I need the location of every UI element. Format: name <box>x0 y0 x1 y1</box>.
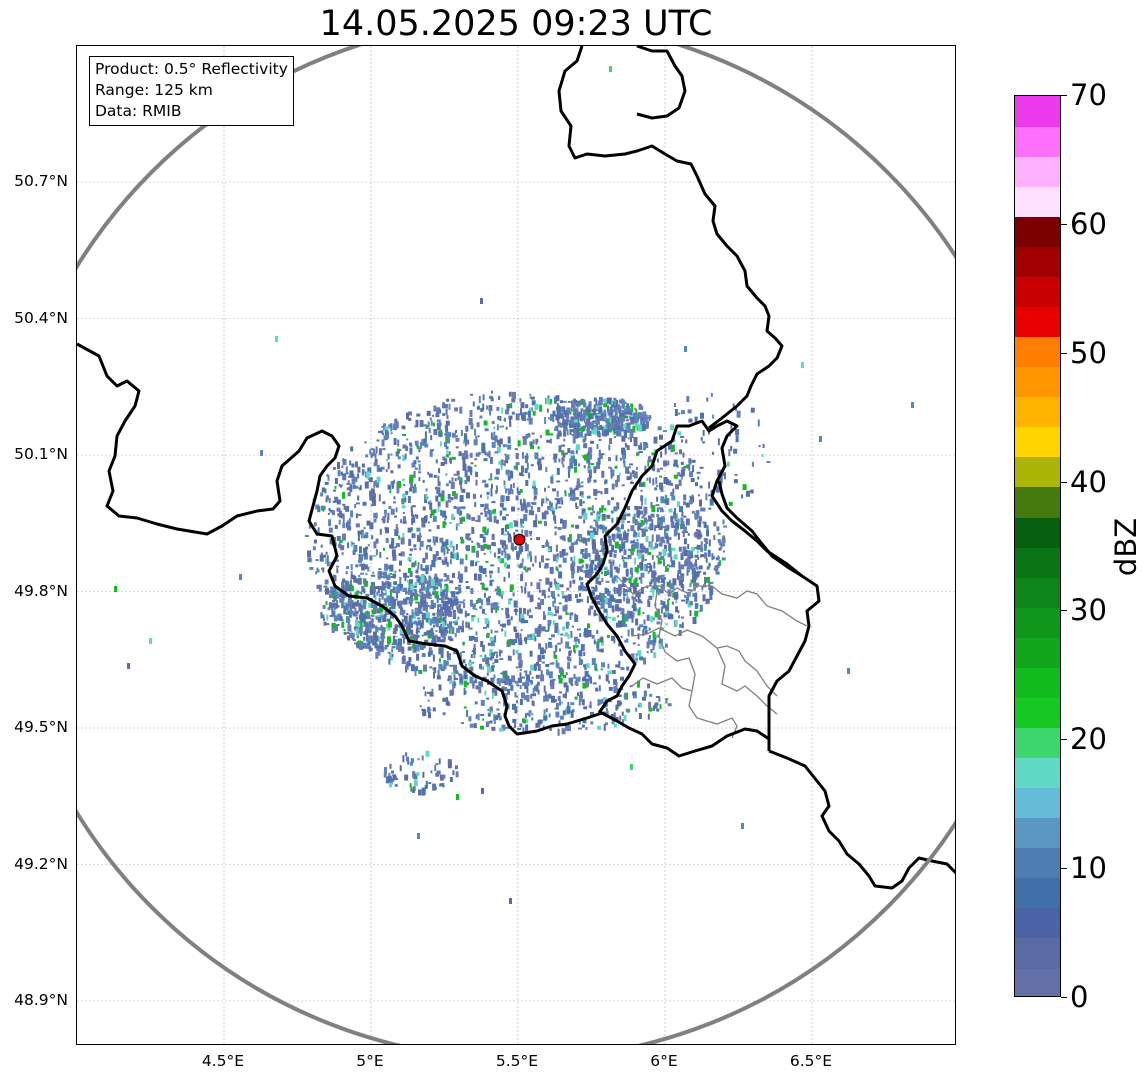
colorbar <box>1014 95 1061 997</box>
colorbar-tick-mark <box>1061 352 1067 354</box>
border-belgium-france <box>77 342 771 758</box>
colorbar-tick-mark <box>1061 610 1067 612</box>
border-belgium-germany <box>557 46 784 430</box>
colorbar-segment <box>1015 216 1060 247</box>
country-borders <box>77 46 955 890</box>
border-netherlands-germany <box>636 46 687 120</box>
colorbar-segment <box>1015 607 1060 638</box>
colorbar-segment <box>1015 577 1060 608</box>
colorbar-segment <box>1015 637 1060 668</box>
colorbar-tick-label: 10 <box>1070 851 1107 886</box>
info-data-source: Data: RMIB <box>95 102 182 120</box>
colorbar-segment <box>1015 246 1060 277</box>
lat-tick-label: 50.1°N <box>14 445 68 463</box>
colorbar-tick-label: 0 <box>1070 980 1089 1014</box>
gridlines <box>77 46 955 1044</box>
colorbar-tick-label: 60 <box>1070 206 1107 241</box>
colorbar-segment <box>1015 156 1060 187</box>
colorbar-segment <box>1015 727 1060 759</box>
lat-tick-label: 49.2°N <box>14 854 68 873</box>
colorbar-segment <box>1015 907 1060 939</box>
lat-tick-label: 50.7°N <box>14 172 68 190</box>
lat-tick-label: 50.4°N <box>14 308 68 327</box>
colorbar-segment <box>1015 336 1060 368</box>
colorbar-segment <box>1015 516 1060 548</box>
border-luxembourg-west <box>585 419 821 751</box>
colorbar-segment <box>1015 967 1060 996</box>
district-boundary-luxembourg-north <box>654 590 738 739</box>
district-boundary-luxembourg-west <box>616 575 808 627</box>
colorbar-segment <box>1015 847 1060 879</box>
colorbar-tick-mark <box>1061 223 1067 225</box>
colorbar-segment <box>1015 937 1060 969</box>
colorbar-label: dBZ <box>1109 517 1143 577</box>
colorbar-segment <box>1015 456 1060 488</box>
district-boundary-luxembourg-south <box>631 677 693 692</box>
colorbar-tick-mark <box>1061 997 1067 998</box>
border-germany-france <box>768 749 955 890</box>
colorbar-segment <box>1015 396 1060 428</box>
radar-map[interactable] <box>76 45 956 1045</box>
reflectivity-echoes <box>114 66 914 904</box>
border-germany-luxembourg <box>717 480 803 578</box>
range-ring <box>77 46 955 1044</box>
colorbar-segment <box>1015 547 1060 578</box>
colorbar-segment <box>1015 366 1060 398</box>
colorbar-segment <box>1015 667 1060 698</box>
colorbar-tick-label: 50 <box>1070 335 1107 370</box>
colorbar-segment <box>1015 96 1060 127</box>
colorbar-segment <box>1015 787 1060 819</box>
colorbar-segment <box>1015 877 1060 909</box>
colorbar-tick-label: 30 <box>1070 593 1107 628</box>
colorbar-segment <box>1015 757 1060 789</box>
district-boundary-luxembourg-east <box>716 647 778 715</box>
colorbar-tick-label: 40 <box>1070 464 1107 499</box>
colorbar-segment <box>1015 306 1060 338</box>
lon-tick-label: 6°E <box>650 1052 678 1070</box>
lon-tick-label: 6.5°E <box>789 1052 833 1070</box>
info-range: Range: 125 km <box>95 81 213 99</box>
colorbar-segment <box>1015 486 1060 518</box>
info-box: Product: 0.5° Reflectivity Range: 125 km… <box>89 56 294 126</box>
map-canvas <box>77 46 955 1044</box>
lat-tick-label: 49.5°N <box>14 718 68 736</box>
lon-tick-label: 5°E <box>356 1052 384 1070</box>
colorbar-segment <box>1015 186 1060 217</box>
colorbar-tick-label: 70 <box>1070 78 1107 112</box>
lat-tick-label: 48.9°N <box>14 991 68 1009</box>
colorbar-tick-label: 20 <box>1070 722 1107 757</box>
colorbar-segment <box>1015 697 1060 728</box>
colorbar-segment <box>1015 276 1060 308</box>
colorbar-segment <box>1015 426 1060 458</box>
lat-tick-label: 49.8°N <box>14 581 68 600</box>
lon-tick-label: 5.5°E <box>495 1052 539 1070</box>
district-boundaries <box>616 575 808 739</box>
radar-site-marker[interactable] <box>513 533 526 546</box>
colorbar-tick-mark <box>1061 481 1067 483</box>
lon-tick-label: 4.5°E <box>201 1052 245 1070</box>
colorbar-tick-mark <box>1061 95 1067 96</box>
colorbar-tick-mark <box>1061 868 1067 870</box>
colorbar-tick-mark <box>1061 739 1067 741</box>
colorbar-segment <box>1015 126 1060 157</box>
info-product: Product: 0.5° Reflectivity <box>95 60 288 78</box>
colorbar-segment <box>1015 817 1060 849</box>
map-title: 14.05.2025 09:23 UTC <box>319 4 713 44</box>
